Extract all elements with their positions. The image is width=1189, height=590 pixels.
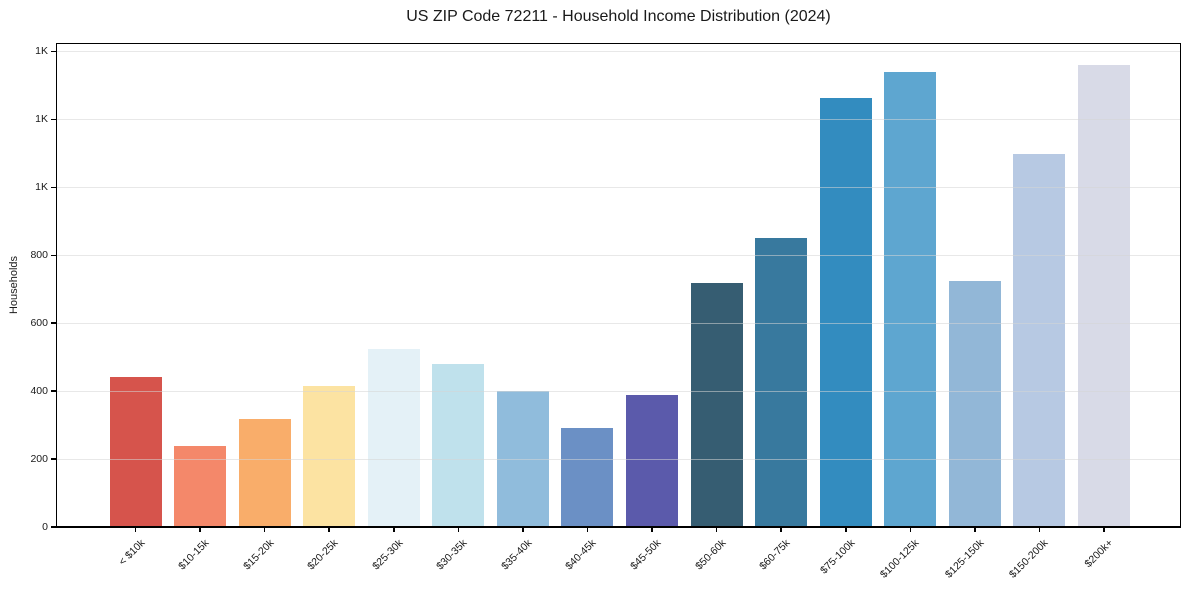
x-tick-mark — [974, 528, 976, 532]
y-tick-mark — [51, 254, 56, 257]
y-tick-mark — [51, 458, 56, 460]
x-tick-mark — [651, 528, 653, 532]
x-tick-label: < $10k — [115, 537, 147, 568]
x-tick-mark — [199, 528, 201, 532]
y-tick-label: 0 — [42, 521, 48, 533]
x-tick-mark — [715, 528, 718, 532]
bar-$150-200k — [1013, 153, 1066, 527]
bar-$30-35k — [432, 364, 485, 527]
y-tick-label: 1K — [35, 181, 48, 194]
x-tick-mark — [909, 528, 912, 532]
bar-$200k+ — [1078, 65, 1131, 527]
bar-$100-125k — [884, 71, 937, 527]
bar-$60-75k — [755, 238, 808, 527]
y-tick-mark — [51, 118, 56, 121]
axis-spine-top — [56, 43, 1181, 44]
axis-spine-bottom — [56, 526, 1181, 528]
x-tick-mark — [522, 528, 524, 532]
x-tick-mark — [393, 528, 395, 532]
y-tick-label: 400 — [30, 385, 48, 398]
x-tick-mark — [1103, 528, 1105, 532]
x-tick-mark — [263, 528, 266, 532]
bar-$50-60k — [690, 283, 743, 527]
bar-$15-20k — [238, 418, 291, 527]
x-tick-mark — [328, 528, 330, 532]
x-tick-mark — [586, 528, 589, 532]
bars-layer — [57, 43, 1180, 527]
x-tick-mark — [1038, 528, 1041, 532]
axis-spine-right — [1180, 43, 1181, 528]
x-tick-mark — [457, 528, 460, 532]
bar-$75-100k — [819, 97, 872, 527]
bar-$20-25k — [303, 385, 356, 527]
bar-< $10k — [109, 376, 162, 527]
chart-title: US ZIP Code 72211 - Household Income Dis… — [406, 8, 831, 25]
y-tick-mark — [51, 186, 56, 189]
bar-$10-15k — [174, 446, 227, 527]
bar-$40-45k — [561, 427, 614, 527]
x-tick-mark — [134, 528, 137, 532]
y-tick-label: 1K — [35, 113, 48, 126]
y-tick-mark — [51, 390, 56, 392]
y-tick-label: 600 — [30, 317, 48, 330]
y-tick-label: 200 — [30, 453, 48, 466]
y-tick-label: 800 — [30, 249, 48, 262]
axis-spine-left — [56, 43, 57, 528]
y-tick-mark — [51, 322, 56, 324]
y-tick-mark — [51, 50, 56, 53]
bar-$35-40k — [496, 391, 549, 527]
x-tick-mark — [845, 528, 847, 532]
y-tick-label: 1K — [35, 45, 48, 58]
x-tick-mark — [780, 528, 782, 532]
bar-$25-30k — [367, 349, 420, 527]
bar-$45-50k — [626, 394, 679, 527]
y-tick-mark — [51, 526, 56, 528]
bar-$125-150k — [948, 281, 1001, 527]
y-axis-label: Households — [8, 255, 20, 315]
